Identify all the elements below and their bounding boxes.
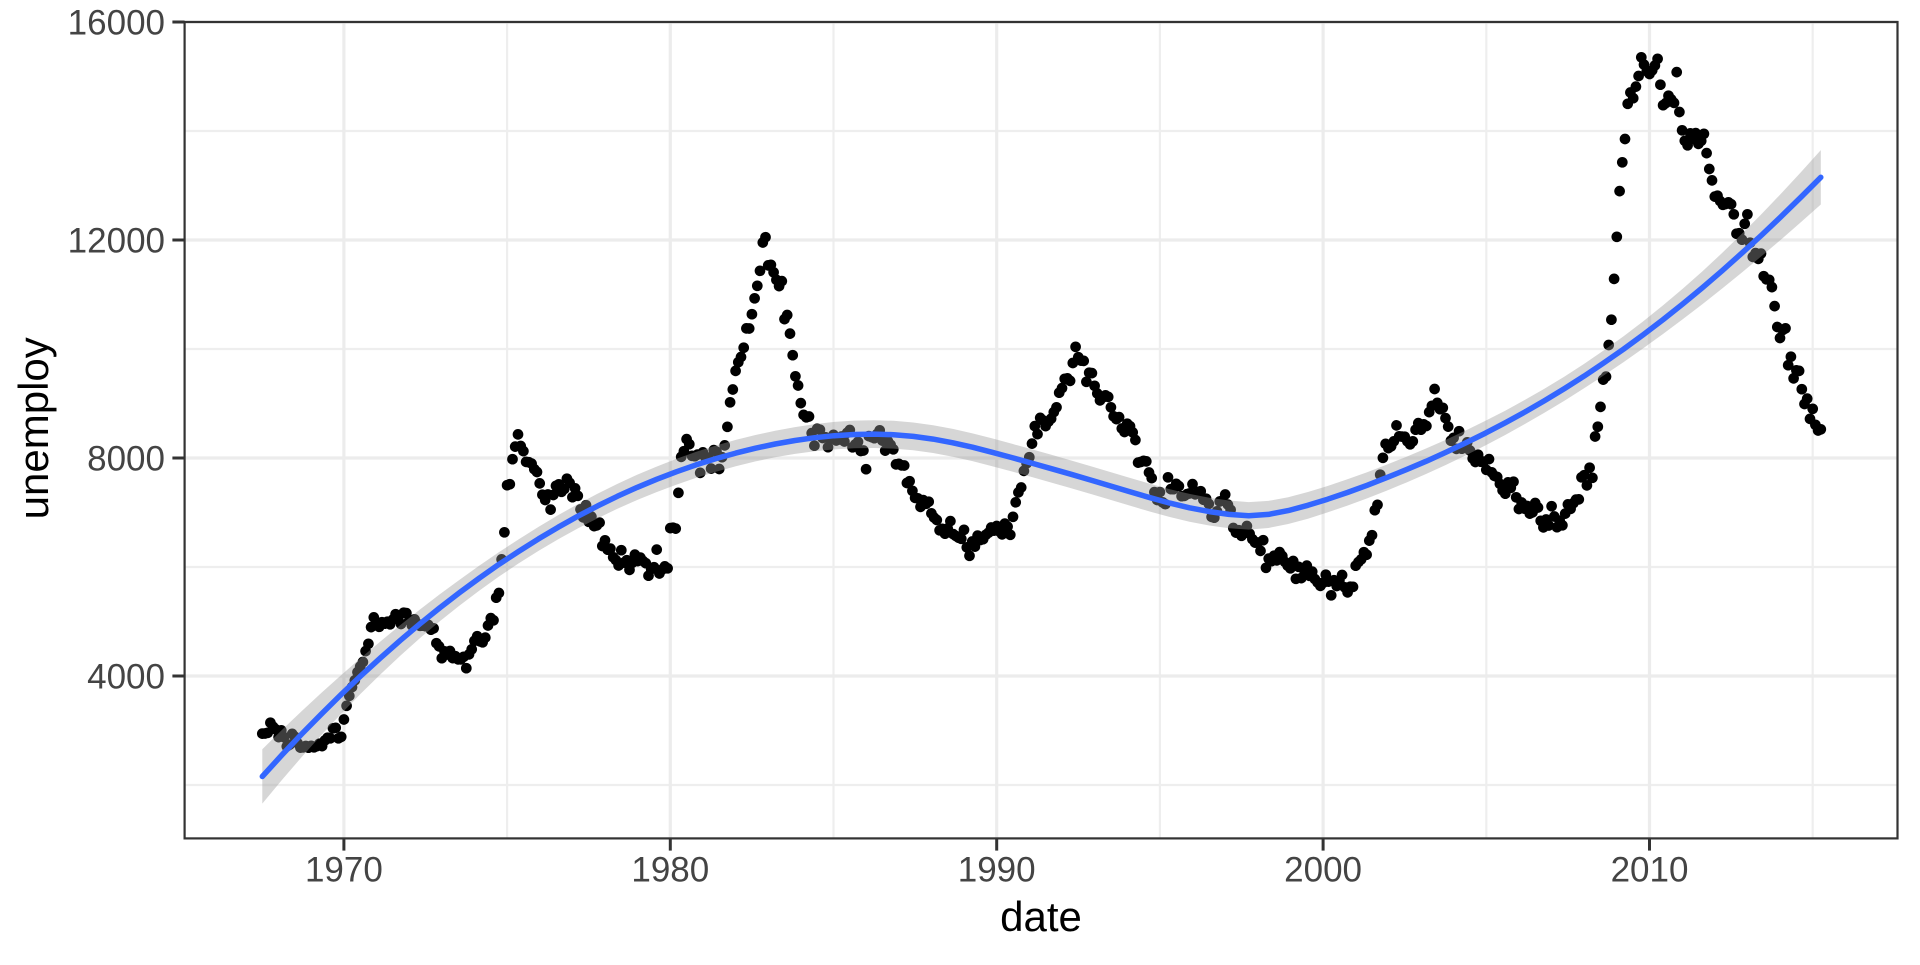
svg-text:1990: 1990 [958, 851, 1036, 890]
svg-text:16000: 16000 [68, 4, 165, 43]
svg-text:1970: 1970 [305, 851, 383, 890]
svg-text:date: date [1000, 893, 1082, 940]
svg-text:4000: 4000 [87, 658, 165, 697]
svg-text:12000: 12000 [68, 222, 165, 261]
svg-text:2010: 2010 [1611, 851, 1689, 890]
svg-text:unemploy: unemploy [10, 337, 57, 519]
svg-text:1980: 1980 [631, 851, 709, 890]
svg-text:8000: 8000 [87, 440, 165, 479]
svg-text:2000: 2000 [1284, 851, 1362, 890]
